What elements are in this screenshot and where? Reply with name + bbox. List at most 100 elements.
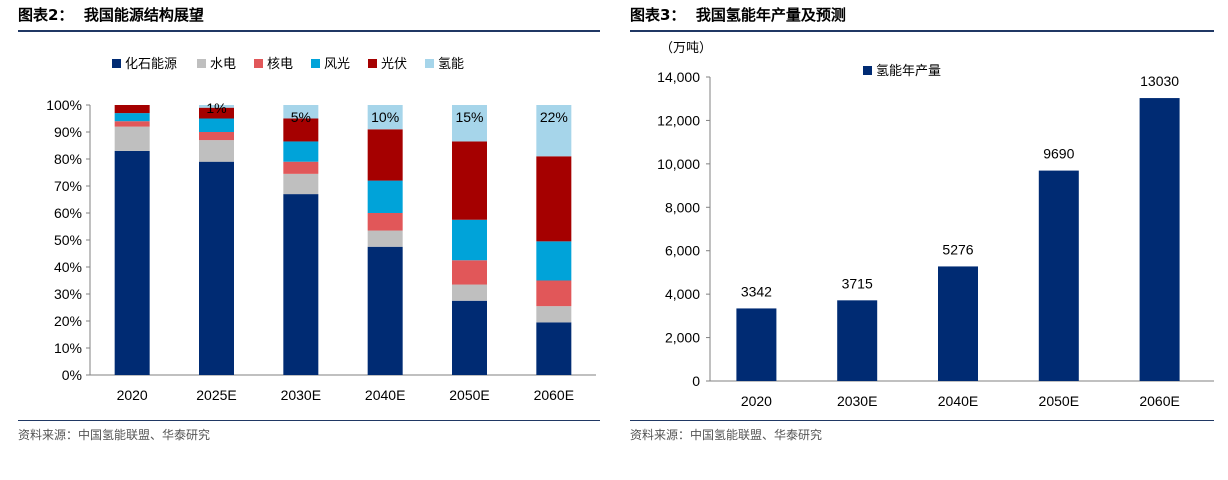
bar-segment xyxy=(452,260,487,285)
x-tick-label: 2060E xyxy=(534,387,574,403)
bar-segment xyxy=(283,194,319,375)
bar xyxy=(938,266,978,381)
bar-segment xyxy=(452,219,487,261)
y-tick-label: 0% xyxy=(62,367,82,383)
data-label: 9690 xyxy=(1043,146,1074,162)
y-tick-label: 60% xyxy=(54,205,82,221)
x-tick-label: 2050E xyxy=(1039,393,1079,409)
source-rule xyxy=(18,420,600,421)
x-tick-label: 2030E xyxy=(281,387,321,403)
x-tick-label: 2040E xyxy=(365,387,405,403)
x-tick-label: 2020 xyxy=(117,387,148,403)
legend-swatch xyxy=(197,59,206,68)
y-tick-label: 30% xyxy=(54,286,82,302)
data-label: 5% xyxy=(291,109,311,125)
legend-label: 核电 xyxy=(267,56,293,71)
data-label: 15% xyxy=(455,109,483,125)
y-tick-label: 50% xyxy=(54,232,82,248)
x-tick-label: 2020 xyxy=(741,393,772,409)
bar-segment xyxy=(536,306,572,323)
title-rule xyxy=(630,30,1214,32)
y-tick-label: 40% xyxy=(54,259,82,275)
y-axis-unit: （万吨） xyxy=(660,40,712,55)
bar-segment xyxy=(536,280,572,307)
y-tick-label: 80% xyxy=(54,151,82,167)
bar xyxy=(837,300,878,381)
bar-segment xyxy=(283,105,319,119)
x-tick-label: 2060E xyxy=(1139,393,1179,409)
x-tick-label: 2030E xyxy=(837,393,877,409)
figure-source: 资料来源：中国氢能联盟、华泰研究 xyxy=(18,428,211,442)
bar-segment xyxy=(283,173,319,195)
bar-segment xyxy=(199,107,234,119)
bar-segment xyxy=(114,126,150,151)
bar-segment xyxy=(367,129,403,181)
y-tick-label: 10% xyxy=(54,340,82,356)
y-tick-label: 70% xyxy=(54,178,82,194)
y-tick-label: 10,000 xyxy=(657,156,700,172)
bar-segment xyxy=(199,161,234,375)
data-label: 10% xyxy=(371,109,399,125)
data-label: 1% xyxy=(206,100,226,116)
data-label: 22% xyxy=(540,109,568,125)
data-label: 5276 xyxy=(942,241,973,257)
legend-label: 风光 xyxy=(324,56,350,71)
y-tick-label: 6,000 xyxy=(665,243,700,259)
bar-segment xyxy=(367,230,403,247)
bar-segment xyxy=(283,161,319,174)
bar-segment xyxy=(536,322,572,375)
legend-label: 水电 xyxy=(210,56,236,71)
bar-segment xyxy=(452,105,487,142)
x-tick-label: 2040E xyxy=(938,393,978,409)
y-tick-label: 0 xyxy=(692,373,700,389)
figure-title: 图表3： 我国氢能年产量及预测 xyxy=(630,6,846,24)
bar-segment xyxy=(452,300,487,375)
x-tick-label: 2025E xyxy=(196,387,236,403)
y-tick-label: 90% xyxy=(54,124,82,140)
legend-swatch xyxy=(368,59,377,68)
figure-energy-structure: 图表2： 我国能源结构展望 化石能源 水电 核电 风光 光伏 氢能 0% 10% 20% 30% 4… xyxy=(18,0,600,448)
figure-hydrogen-production: 图表3： 我国氢能年产量及预测 （万吨） 氢能年产量 0 2,000 4,000 6,00… xyxy=(630,0,1214,448)
figure-source: 资料来源：中国氢能联盟、华泰研究 xyxy=(630,428,823,442)
bar-segment xyxy=(114,121,150,127)
y-tick-label: 12,000 xyxy=(657,112,700,128)
bar xyxy=(1038,170,1079,381)
legend-swatch xyxy=(112,59,121,68)
energy-structure-chart: 化石能源 水电 核电 风光 光伏 氢能 0% 10% 20% 30% 40% 50% 60% 70% 80%… xyxy=(46,56,596,403)
bar xyxy=(1139,98,1180,381)
source-rule xyxy=(630,420,1214,421)
legend-swatch xyxy=(425,59,434,68)
y-tick-label: 100% xyxy=(46,97,82,113)
bar-segment xyxy=(199,132,234,141)
bar-segment xyxy=(536,105,572,157)
bar-segment xyxy=(199,105,234,108)
bar-segment xyxy=(199,140,234,162)
bar-segment xyxy=(367,180,403,213)
bar-segment xyxy=(452,141,487,220)
bar-segment xyxy=(367,105,403,130)
legend-swatch xyxy=(254,59,263,68)
y-tick-label: 8,000 xyxy=(665,199,700,215)
x-tick-label: 2050E xyxy=(449,387,489,403)
bar-segment xyxy=(536,156,572,242)
legend-label: 氢能年产量 xyxy=(876,63,941,78)
y-tick-label: 2,000 xyxy=(665,330,700,346)
bar-segment xyxy=(452,284,487,301)
bar-segment xyxy=(114,150,150,375)
bar-segment xyxy=(199,118,234,132)
y-tick-label: 14,000 xyxy=(657,69,700,85)
y-tick-label: 4,000 xyxy=(665,286,700,302)
data-label: 13030 xyxy=(1140,73,1179,89)
legend-swatch xyxy=(311,59,320,68)
legend-label: 氢能 xyxy=(438,56,464,71)
y-tick-label: 20% xyxy=(54,313,82,329)
legend-label: 化石能源 xyxy=(125,56,177,71)
figure-title: 图表2： 我国能源结构展望 xyxy=(18,6,204,24)
legend-label: 光伏 xyxy=(381,56,407,71)
bar xyxy=(736,308,777,381)
bar-segment xyxy=(536,241,572,281)
bar-segment xyxy=(367,246,403,375)
bar-segment xyxy=(283,118,319,142)
data-label: 3342 xyxy=(741,283,772,299)
title-rule xyxy=(18,30,600,32)
